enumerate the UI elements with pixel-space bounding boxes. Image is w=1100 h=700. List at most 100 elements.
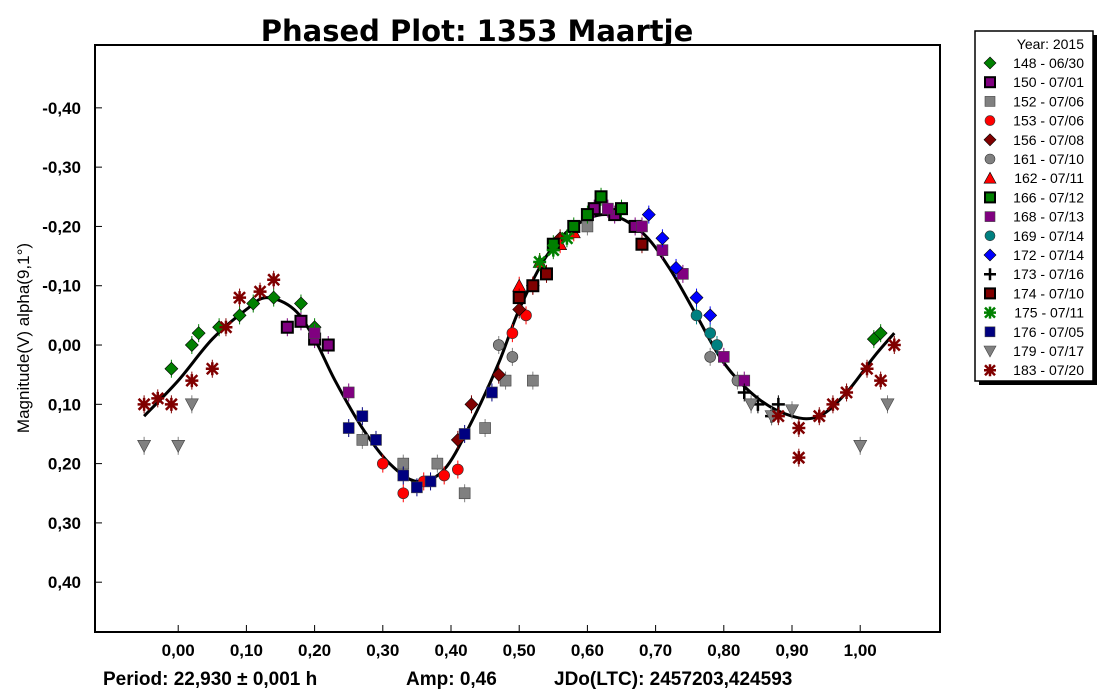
data-point: [641, 207, 656, 222]
legend-marker: [984, 306, 996, 319]
data-point: [308, 327, 321, 339]
data-point: [266, 290, 281, 305]
series-169: [690, 306, 723, 355]
data-point: [826, 397, 840, 411]
x-tick-label: 0,70: [639, 641, 672, 660]
data-point: [452, 463, 464, 476]
data-point: [580, 208, 594, 222]
legend-marker: [983, 56, 997, 70]
x-tick-label: 0,20: [298, 641, 331, 660]
data-point: [840, 385, 854, 399]
data-point: [792, 451, 806, 465]
data-point: [520, 309, 532, 322]
data-point: [785, 404, 800, 418]
data-point: [546, 243, 560, 257]
data-point: [860, 362, 874, 376]
data-point: [812, 409, 826, 423]
legend-marker: [984, 364, 996, 377]
data-point: [512, 291, 526, 305]
data-point: [506, 327, 519, 339]
series-183: [137, 270, 901, 467]
data-point: [853, 440, 868, 453]
data-point: [874, 374, 888, 388]
data-point: [491, 367, 506, 382]
data-point: [636, 220, 648, 233]
data-point: [342, 422, 355, 434]
series-175: [533, 229, 574, 272]
data-point: [887, 338, 901, 352]
data-point: [526, 279, 540, 293]
data-point: [718, 351, 730, 363]
x-tick-label: 0,10: [230, 641, 263, 660]
legend-label: 150 - 07/01: [1013, 74, 1084, 90]
legend-marker: [984, 96, 996, 107]
legend-label: 176 - 07/05: [1013, 324, 1084, 340]
legend-marker: [984, 115, 996, 126]
data-point: [424, 475, 437, 488]
x-tick-label: 0,90: [775, 641, 808, 660]
data-point: [191, 326, 206, 341]
data-point: [602, 202, 614, 215]
data-point: [280, 320, 294, 334]
data-point: [267, 273, 281, 287]
data-point: [253, 285, 267, 299]
y-tick-label: 0,40: [48, 573, 81, 592]
data-point: [164, 361, 179, 376]
data-point: [771, 409, 785, 423]
data-point: [711, 339, 723, 351]
legend-label: 179 - 07/17: [1013, 343, 1084, 359]
legend-label: 156 - 07/08: [1013, 132, 1084, 148]
data-point: [479, 422, 491, 434]
legend-marker: [983, 133, 997, 147]
legend-label: 161 - 07/10: [1013, 151, 1084, 167]
data-point: [294, 296, 308, 311]
y-tick-label: -0,20: [42, 217, 81, 236]
data-point: [567, 219, 581, 233]
series-179: [137, 395, 895, 455]
data-point: [321, 338, 335, 352]
series-174: [512, 235, 649, 307]
legend-label: 169 - 07/14: [1013, 228, 1084, 244]
legend-marker: [983, 171, 997, 184]
legend-title: Year: 2015: [1017, 36, 1084, 52]
chart-title: Phased Plot: 1353 Maartje: [261, 14, 694, 48]
series-148: [164, 288, 888, 378]
data-point: [703, 308, 718, 323]
data-point: [246, 296, 261, 311]
legend-label: 173 - 07/16: [1013, 266, 1084, 282]
x-tick-label: 0,60: [571, 641, 604, 660]
y-tick-label: 0,00: [48, 336, 81, 355]
y-tick-label: 0,30: [48, 514, 81, 533]
legend-label: 168 - 07/13: [1013, 209, 1084, 225]
data-point: [539, 267, 553, 281]
y-tick-label: -0,30: [42, 158, 81, 177]
data-point: [397, 469, 410, 482]
data-point: [356, 410, 369, 422]
legend-marker: [984, 287, 996, 300]
data-point: [506, 351, 519, 363]
legend-marker: [984, 268, 996, 281]
legend-marker: [984, 191, 996, 204]
legend-marker: [984, 153, 996, 165]
legend-label: 166 - 07/12: [1013, 189, 1084, 205]
data-point: [689, 290, 704, 305]
data-point: [615, 202, 629, 216]
series-176: [342, 383, 498, 497]
y-tick-label: -0,10: [42, 277, 81, 296]
x-tick-label: 0,00: [162, 641, 195, 660]
data-point: [635, 237, 649, 251]
data-point: [744, 398, 759, 412]
data-point: [171, 440, 186, 453]
x-tick-label: 1,00: [844, 641, 877, 660]
data-point: [233, 291, 247, 305]
data-point: [342, 386, 355, 399]
data-point: [219, 320, 233, 334]
data-point: [533, 255, 547, 269]
data-point: [464, 397, 479, 412]
data-point: [185, 374, 199, 388]
data-point: [137, 397, 151, 411]
series-172: [641, 205, 718, 325]
data-point: [560, 231, 574, 245]
fit-curve: [143, 213, 896, 484]
